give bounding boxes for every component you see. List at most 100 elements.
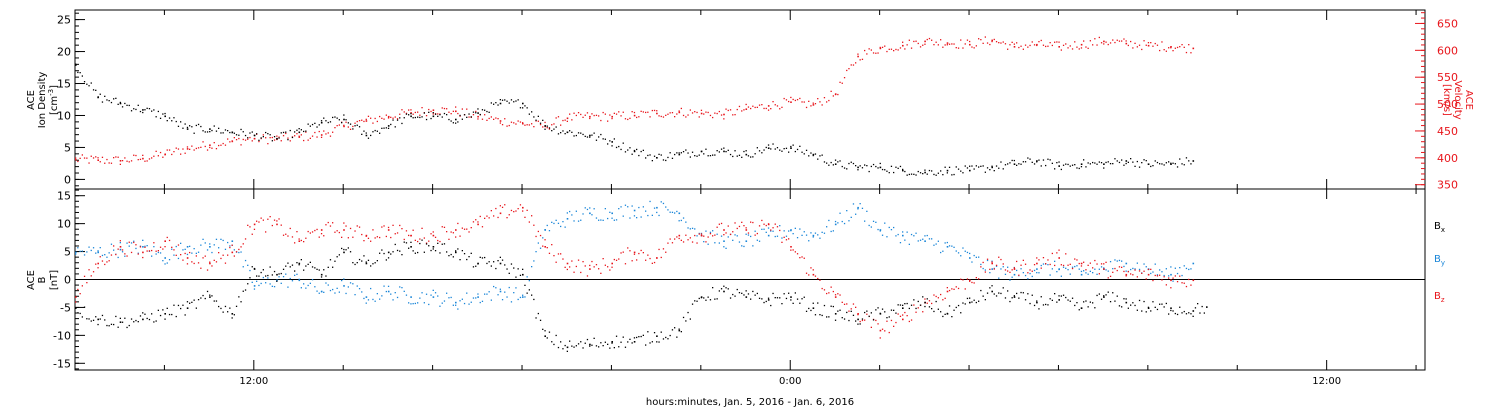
data-point <box>193 299 195 301</box>
data-point <box>645 111 647 114</box>
data-point <box>826 316 828 318</box>
data-point <box>347 126 349 128</box>
data-point <box>443 107 446 110</box>
data-point <box>725 287 727 289</box>
data-point <box>580 341 582 343</box>
data-point <box>387 251 390 254</box>
data-point <box>1165 284 1167 286</box>
data-point <box>242 243 244 245</box>
data-point <box>586 275 589 277</box>
data-point <box>376 293 378 295</box>
data-point <box>564 119 566 121</box>
data-point <box>320 229 323 231</box>
data-point <box>720 148 723 150</box>
data-point <box>1107 277 1109 279</box>
data-point <box>269 216 271 218</box>
data-point <box>946 44 948 46</box>
data-point <box>562 258 564 260</box>
data-point <box>555 261 557 263</box>
data-point <box>1009 300 1011 303</box>
data-point <box>767 297 770 299</box>
data-point <box>477 296 479 298</box>
data-point <box>817 277 819 280</box>
data-point <box>437 242 439 244</box>
data-point <box>1143 300 1145 303</box>
data-point <box>756 239 758 241</box>
data-point <box>861 318 864 320</box>
data-point <box>611 341 613 343</box>
data-point <box>1087 264 1089 266</box>
data-point <box>1174 267 1176 269</box>
data-point <box>97 251 99 254</box>
data-point <box>577 220 580 222</box>
data-point <box>443 226 446 228</box>
data-point <box>434 113 437 115</box>
data-point <box>385 235 387 238</box>
data-point <box>298 279 301 282</box>
data-point <box>843 303 846 305</box>
data-point <box>707 296 709 298</box>
data-point <box>741 245 743 247</box>
data-point <box>365 134 368 137</box>
data-point <box>607 217 609 220</box>
data-point <box>642 252 644 254</box>
bfield-axis-label-line2: B <box>37 276 48 283</box>
data-point <box>928 306 931 308</box>
data-point <box>101 260 104 262</box>
data-point <box>897 233 899 236</box>
data-point <box>1154 306 1156 308</box>
data-point <box>180 153 182 155</box>
data-point <box>890 165 893 167</box>
data-point <box>872 319 875 321</box>
data-point <box>750 156 752 158</box>
data-point <box>902 314 904 316</box>
data-point <box>618 145 620 148</box>
data-point <box>1083 270 1085 272</box>
data-point <box>1143 40 1145 42</box>
data-point <box>363 255 365 257</box>
data-point <box>1080 166 1083 168</box>
data-point <box>864 49 866 52</box>
density-axis-label-line3: [cm-3] <box>47 85 60 115</box>
data-point <box>781 237 783 239</box>
data-point <box>1185 285 1188 288</box>
data-point <box>231 317 233 319</box>
data-point <box>381 117 383 119</box>
data-point <box>1105 41 1107 43</box>
data-point <box>553 343 555 346</box>
data-point <box>1100 266 1103 268</box>
data-point <box>986 258 989 260</box>
data-point <box>660 201 662 203</box>
data-point <box>1127 44 1129 47</box>
data-point <box>1118 161 1121 164</box>
data-point <box>1004 297 1007 299</box>
data-point <box>287 262 289 264</box>
data-point <box>484 217 486 219</box>
data-point <box>852 303 855 305</box>
data-point <box>133 108 135 110</box>
data-point <box>425 243 428 245</box>
data-point <box>247 137 249 139</box>
data-point <box>242 290 244 292</box>
data-point <box>723 285 725 287</box>
data-point <box>694 234 696 237</box>
data-point <box>327 221 329 224</box>
data-point <box>736 155 738 157</box>
data-point <box>294 270 296 272</box>
data-point <box>1179 46 1181 48</box>
data-point <box>320 121 323 124</box>
data-point <box>788 238 790 240</box>
data-point <box>419 238 421 240</box>
data-point <box>189 302 191 304</box>
data-point <box>432 113 434 115</box>
data-point <box>662 248 665 250</box>
data-point <box>504 204 506 206</box>
data-point <box>1176 166 1179 168</box>
data-point <box>841 317 843 319</box>
data-point <box>1112 268 1114 270</box>
data-point <box>841 301 843 303</box>
data-point <box>153 109 155 111</box>
data-point <box>379 298 381 300</box>
data-point <box>455 304 457 306</box>
data-point <box>1007 163 1009 165</box>
